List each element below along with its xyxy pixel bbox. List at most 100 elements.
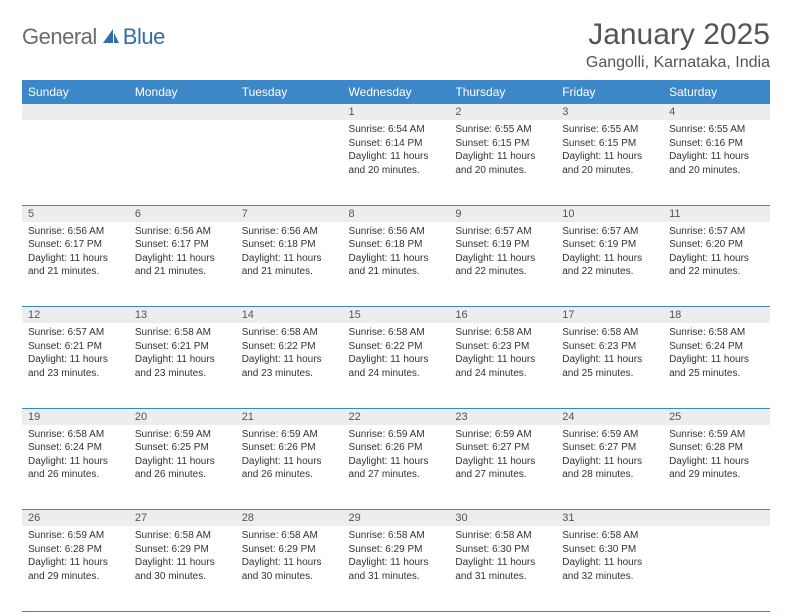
- daylight-line: Daylight: 11 hours and 23 minutes.: [242, 353, 337, 380]
- sunrise-line: Sunrise: 6:58 AM: [455, 529, 550, 543]
- sunrise-line: Sunrise: 6:57 AM: [28, 326, 123, 340]
- sunrise-line: Sunrise: 6:59 AM: [135, 428, 230, 442]
- daynum-row: 12131415161718: [22, 307, 770, 324]
- day-text: Sunrise: 6:55 AMSunset: 6:15 PMDaylight:…: [449, 120, 556, 180]
- day-number: 25: [663, 409, 770, 425]
- day-number: 30: [449, 510, 556, 526]
- daylight-line: Daylight: 11 hours and 20 minutes.: [562, 150, 657, 177]
- day-cell: Sunrise: 6:58 AMSunset: 6:22 PMDaylight:…: [343, 323, 450, 408]
- logo-text-blue: Blue: [123, 24, 165, 49]
- daynum-cell: 26: [22, 510, 129, 527]
- day-cell: Sunrise: 6:58 AMSunset: 6:30 PMDaylight:…: [556, 526, 663, 611]
- daylight-line: Daylight: 11 hours and 29 minutes.: [669, 455, 764, 482]
- day-cell: Sunrise: 6:58 AMSunset: 6:22 PMDaylight:…: [236, 323, 343, 408]
- day-number: 29: [343, 510, 450, 526]
- daynum-cell: 10: [556, 205, 663, 222]
- day-text: Sunrise: 6:55 AMSunset: 6:16 PMDaylight:…: [663, 120, 770, 180]
- day-text: Sunrise: 6:58 AMSunset: 6:30 PMDaylight:…: [556, 526, 663, 586]
- day-text: Sunrise: 6:58 AMSunset: 6:29 PMDaylight:…: [343, 526, 450, 586]
- weekday-header: Tuesday: [236, 80, 343, 104]
- sunrise-line: Sunrise: 6:56 AM: [242, 225, 337, 239]
- day-text: Sunrise: 6:58 AMSunset: 6:24 PMDaylight:…: [22, 425, 129, 485]
- sunset-line: Sunset: 6:22 PM: [242, 340, 337, 354]
- sunset-line: Sunset: 6:18 PM: [349, 238, 444, 252]
- day-number: 5: [22, 206, 129, 222]
- title-block: January 2025 Gangolli, Karnataka, India: [586, 18, 770, 72]
- daynum-cell: 29: [343, 510, 450, 527]
- daylight-line: Daylight: 11 hours and 26 minutes.: [135, 455, 230, 482]
- sunrise-line: Sunrise: 6:58 AM: [242, 326, 337, 340]
- daynum-cell: 30: [449, 510, 556, 527]
- sunset-line: Sunset: 6:22 PM: [349, 340, 444, 354]
- logo-sail-icon: [101, 27, 121, 50]
- sunset-line: Sunset: 6:18 PM: [242, 238, 337, 252]
- day-cell: Sunrise: 6:59 AMSunset: 6:26 PMDaylight:…: [236, 425, 343, 510]
- day-text: Sunrise: 6:55 AMSunset: 6:15 PMDaylight:…: [556, 120, 663, 180]
- daylight-line: Daylight: 11 hours and 28 minutes.: [562, 455, 657, 482]
- day-number: 1: [343, 104, 450, 120]
- day-text: Sunrise: 6:58 AMSunset: 6:30 PMDaylight:…: [449, 526, 556, 586]
- day-cell: [129, 120, 236, 205]
- sunset-line: Sunset: 6:29 PM: [349, 543, 444, 557]
- day-text: Sunrise: 6:59 AMSunset: 6:27 PMDaylight:…: [449, 425, 556, 485]
- weekday-header-row: SundayMondayTuesdayWednesdayThursdayFrid…: [22, 80, 770, 104]
- day-text: Sunrise: 6:59 AMSunset: 6:27 PMDaylight:…: [556, 425, 663, 485]
- day-cell: Sunrise: 6:59 AMSunset: 6:26 PMDaylight:…: [343, 425, 450, 510]
- sunrise-line: Sunrise: 6:56 AM: [28, 225, 123, 239]
- day-cell: Sunrise: 6:58 AMSunset: 6:24 PMDaylight:…: [22, 425, 129, 510]
- sunrise-line: Sunrise: 6:54 AM: [349, 123, 444, 137]
- daylight-line: Daylight: 11 hours and 26 minutes.: [28, 455, 123, 482]
- daynum-cell: [236, 104, 343, 120]
- daynum-cell: 27: [129, 510, 236, 527]
- daynum-cell: 31: [556, 510, 663, 527]
- day-cell: Sunrise: 6:58 AMSunset: 6:21 PMDaylight:…: [129, 323, 236, 408]
- day-text: Sunrise: 6:57 AMSunset: 6:19 PMDaylight:…: [449, 222, 556, 282]
- daynum-cell: 8: [343, 205, 450, 222]
- day-number: 4: [663, 104, 770, 120]
- day-text: Sunrise: 6:59 AMSunset: 6:25 PMDaylight:…: [129, 425, 236, 485]
- day-text: Sunrise: 6:59 AMSunset: 6:28 PMDaylight:…: [22, 526, 129, 586]
- sunrise-line: Sunrise: 6:55 AM: [669, 123, 764, 137]
- sunrise-line: Sunrise: 6:58 AM: [562, 529, 657, 543]
- day-content-row: Sunrise: 6:58 AMSunset: 6:24 PMDaylight:…: [22, 425, 770, 510]
- weekday-header: Wednesday: [343, 80, 450, 104]
- daynum-cell: [663, 510, 770, 527]
- daylight-line: Daylight: 11 hours and 27 minutes.: [349, 455, 444, 482]
- sunrise-line: Sunrise: 6:55 AM: [455, 123, 550, 137]
- daynum-cell: 24: [556, 408, 663, 425]
- sunset-line: Sunset: 6:21 PM: [28, 340, 123, 354]
- day-number: 10: [556, 206, 663, 222]
- daylight-line: Daylight: 11 hours and 20 minutes.: [349, 150, 444, 177]
- sunset-line: Sunset: 6:26 PM: [242, 441, 337, 455]
- daynum-row: 567891011: [22, 205, 770, 222]
- sunrise-line: Sunrise: 6:56 AM: [349, 225, 444, 239]
- daylight-line: Daylight: 11 hours and 32 minutes.: [562, 556, 657, 583]
- day-number: 2: [449, 104, 556, 120]
- daynum-cell: 14: [236, 307, 343, 324]
- day-cell: Sunrise: 6:56 AMSunset: 6:17 PMDaylight:…: [22, 222, 129, 307]
- day-number: 11: [663, 206, 770, 222]
- day-text: Sunrise: 6:58 AMSunset: 6:23 PMDaylight:…: [556, 323, 663, 383]
- sunset-line: Sunset: 6:29 PM: [135, 543, 230, 557]
- day-number: 15: [343, 307, 450, 323]
- daynum-cell: 20: [129, 408, 236, 425]
- daylight-line: Daylight: 11 hours and 24 minutes.: [349, 353, 444, 380]
- weekday-header: Sunday: [22, 80, 129, 104]
- sunrise-line: Sunrise: 6:58 AM: [242, 529, 337, 543]
- sunrise-line: Sunrise: 6:59 AM: [562, 428, 657, 442]
- sunset-line: Sunset: 6:20 PM: [669, 238, 764, 252]
- day-text: Sunrise: 6:56 AMSunset: 6:17 PMDaylight:…: [129, 222, 236, 282]
- daynum-cell: 4: [663, 104, 770, 120]
- day-cell: Sunrise: 6:56 AMSunset: 6:17 PMDaylight:…: [129, 222, 236, 307]
- daynum-cell: 11: [663, 205, 770, 222]
- day-cell: Sunrise: 6:56 AMSunset: 6:18 PMDaylight:…: [236, 222, 343, 307]
- day-text: Sunrise: 6:58 AMSunset: 6:21 PMDaylight:…: [129, 323, 236, 383]
- month-title: January 2025: [586, 18, 770, 52]
- daylight-line: Daylight: 11 hours and 26 minutes.: [242, 455, 337, 482]
- sunset-line: Sunset: 6:25 PM: [135, 441, 230, 455]
- daynum-cell: 23: [449, 408, 556, 425]
- day-text: Sunrise: 6:56 AMSunset: 6:18 PMDaylight:…: [236, 222, 343, 282]
- daylight-line: Daylight: 11 hours and 25 minutes.: [562, 353, 657, 380]
- sunset-line: Sunset: 6:17 PM: [28, 238, 123, 252]
- daylight-line: Daylight: 11 hours and 21 minutes.: [349, 252, 444, 279]
